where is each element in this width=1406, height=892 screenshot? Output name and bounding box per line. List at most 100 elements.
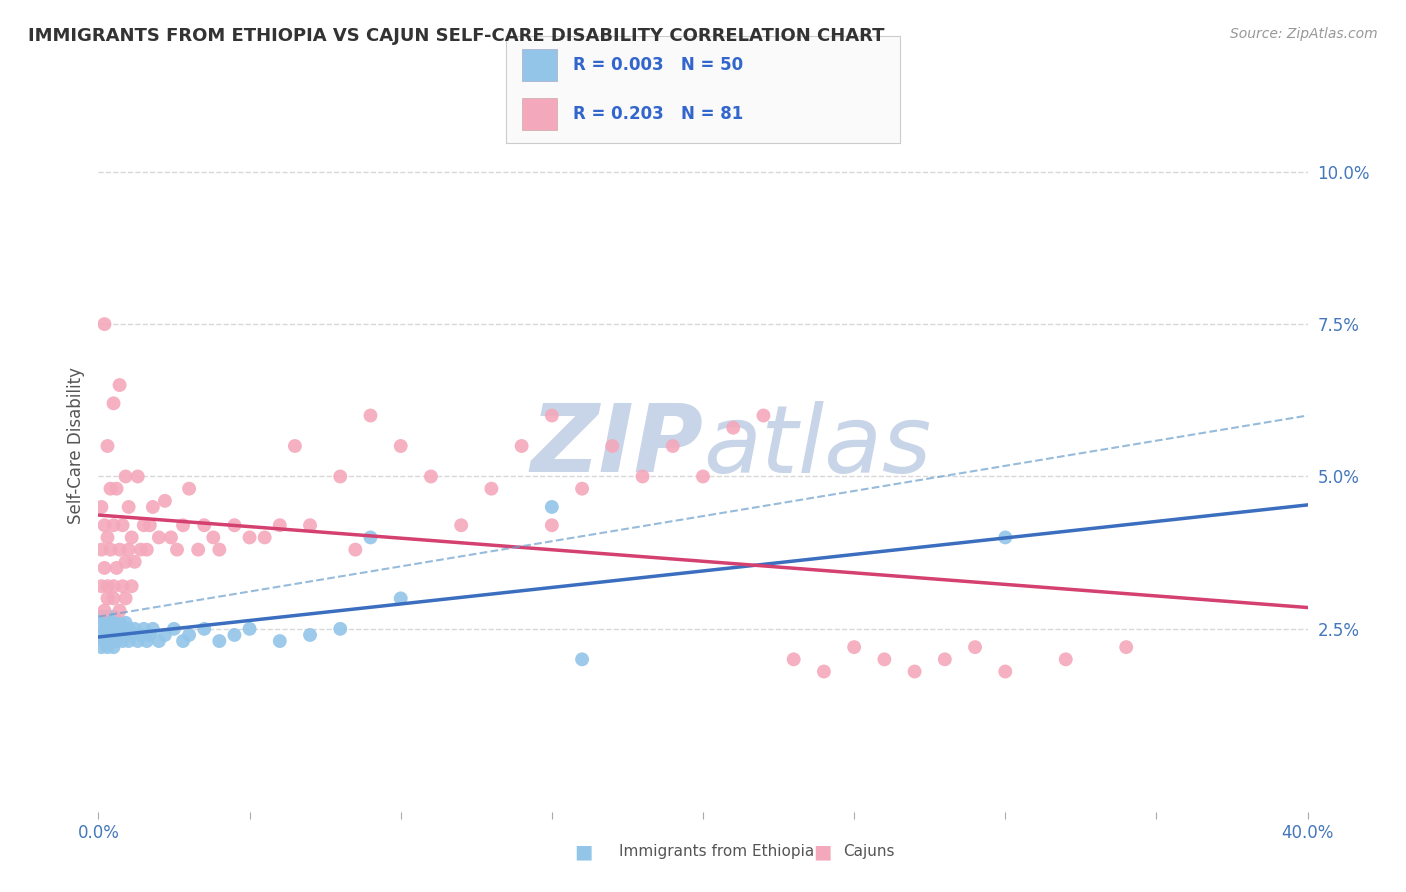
Point xyxy=(105,561,128,575)
Point xyxy=(111,634,134,648)
Point xyxy=(299,518,322,533)
Point xyxy=(139,628,162,642)
Point xyxy=(193,518,215,533)
Point xyxy=(100,622,122,636)
Point xyxy=(661,439,683,453)
Point xyxy=(103,396,125,410)
Point xyxy=(103,518,125,533)
Point xyxy=(783,652,806,666)
Point xyxy=(100,615,122,630)
Point xyxy=(269,518,291,533)
Point xyxy=(114,628,136,642)
Point xyxy=(105,482,128,496)
Point xyxy=(965,640,987,655)
Point xyxy=(90,579,112,593)
Point xyxy=(193,622,215,636)
Point xyxy=(329,469,352,483)
Point xyxy=(540,500,562,514)
Point xyxy=(111,518,134,533)
Point xyxy=(187,542,209,557)
Point xyxy=(284,439,307,453)
Point xyxy=(111,622,134,636)
Point xyxy=(96,640,118,655)
Point xyxy=(90,628,112,642)
Point xyxy=(179,482,201,496)
Point xyxy=(344,542,367,557)
Point xyxy=(118,622,141,636)
Point xyxy=(96,530,118,544)
Point xyxy=(103,579,125,593)
Point xyxy=(108,542,131,557)
Point xyxy=(93,634,115,648)
Text: R = 0.203   N = 81: R = 0.203 N = 81 xyxy=(574,105,744,123)
Point xyxy=(121,579,143,593)
Point xyxy=(253,530,276,544)
Point xyxy=(420,469,443,483)
Point xyxy=(124,622,146,636)
Point xyxy=(208,542,231,557)
Point xyxy=(129,628,152,642)
Point xyxy=(631,469,654,483)
Point xyxy=(90,542,112,557)
Y-axis label: Self-Care Disability: Self-Care Disability xyxy=(66,368,84,524)
Point xyxy=(105,622,128,636)
Point xyxy=(148,530,170,544)
Text: ■: ■ xyxy=(813,842,832,862)
Point xyxy=(100,542,122,557)
Point xyxy=(299,628,322,642)
Point xyxy=(172,518,194,533)
Point xyxy=(90,500,112,514)
Point xyxy=(103,609,125,624)
Bar xyxy=(522,48,557,80)
Point xyxy=(571,652,593,666)
Point xyxy=(127,634,149,648)
Point xyxy=(93,604,115,618)
Point xyxy=(96,628,118,642)
Point xyxy=(96,439,118,453)
Point xyxy=(114,555,136,569)
Point xyxy=(752,409,775,423)
Point xyxy=(904,665,927,679)
Point xyxy=(723,421,745,435)
Point xyxy=(994,665,1017,679)
Point xyxy=(360,530,382,544)
Point xyxy=(602,439,624,453)
Point xyxy=(1115,640,1137,655)
Point xyxy=(90,640,112,655)
Point xyxy=(389,439,412,453)
Text: atlas: atlas xyxy=(703,401,931,491)
Point xyxy=(208,634,231,648)
Point xyxy=(96,579,118,593)
Point xyxy=(510,439,533,453)
Point xyxy=(153,628,176,642)
Point xyxy=(844,640,866,655)
Point xyxy=(103,591,125,606)
Point xyxy=(994,530,1017,544)
Point xyxy=(224,518,246,533)
Point xyxy=(108,615,131,630)
Point xyxy=(163,622,186,636)
Point xyxy=(481,482,503,496)
Point xyxy=(93,615,115,630)
Text: ■: ■ xyxy=(574,842,593,862)
Point xyxy=(813,665,835,679)
Point xyxy=(103,628,125,642)
Point xyxy=(179,628,201,642)
Text: R = 0.003   N = 50: R = 0.003 N = 50 xyxy=(574,55,744,73)
Point xyxy=(93,317,115,331)
Point xyxy=(360,409,382,423)
Point xyxy=(108,628,131,642)
Point xyxy=(96,591,118,606)
Text: Immigrants from Ethiopia: Immigrants from Ethiopia xyxy=(619,845,814,859)
Point xyxy=(239,622,262,636)
Point xyxy=(105,634,128,648)
Point xyxy=(540,518,562,533)
Point xyxy=(692,469,714,483)
Point xyxy=(103,640,125,655)
Point xyxy=(118,634,141,648)
Point xyxy=(239,530,262,544)
Point xyxy=(160,530,183,544)
Point xyxy=(129,542,152,557)
Point xyxy=(90,609,112,624)
Point xyxy=(100,482,122,496)
